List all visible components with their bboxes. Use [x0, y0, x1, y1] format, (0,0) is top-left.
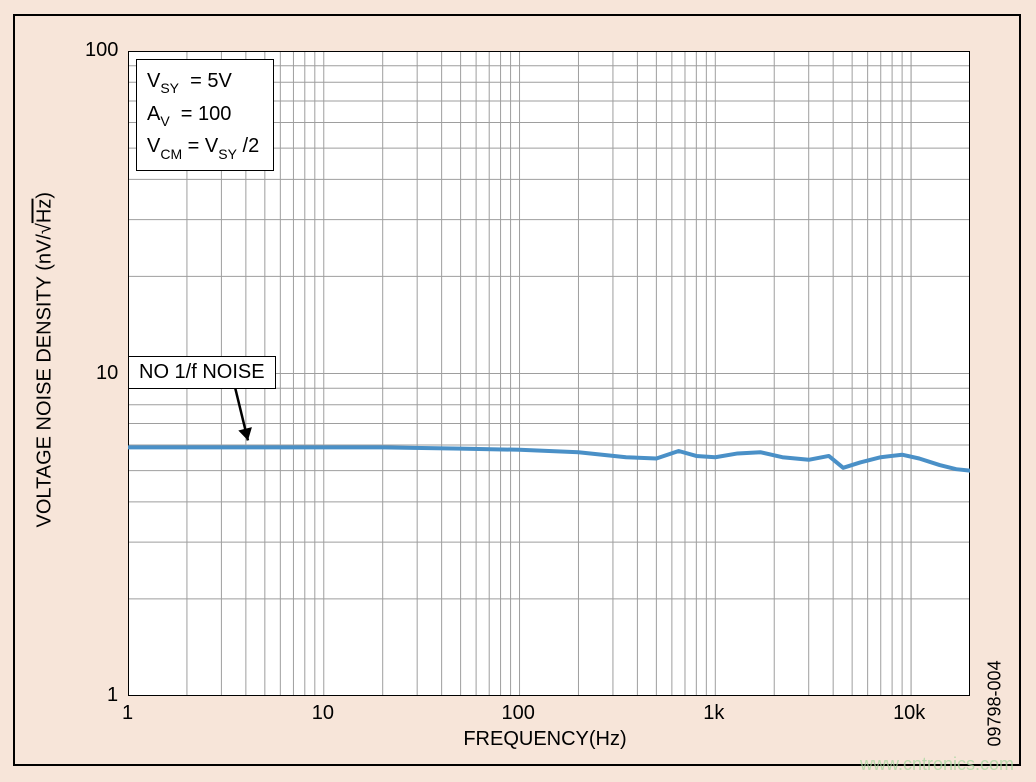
y-tick-label: 1	[107, 684, 118, 707]
x-tick-label: 100	[502, 702, 535, 725]
condition-vcm: VCM = VSY /2	[147, 131, 259, 164]
annotation-label: NO 1/f NOISE	[128, 356, 276, 389]
y-axis-label: VOLTAGE NOISE DENSITY (nV/√Hz)	[34, 208, 57, 528]
watermark: www.cntronics.com	[860, 754, 1014, 775]
condition-vsy: VSY = 5V	[147, 66, 259, 99]
x-axis-label: FREQUENCY(Hz)	[395, 728, 695, 751]
x-tick-label: 1k	[703, 702, 724, 725]
vcm-value: V	[205, 135, 218, 157]
vsy-value: 5V	[207, 70, 231, 92]
x-tick-label: 1	[122, 702, 133, 725]
condition-av: AV = 100	[147, 99, 259, 132]
document-id: 09798-004	[985, 627, 1006, 747]
conditions-box: VSY = 5V AV = 100 VCM = VSY /2	[136, 59, 274, 171]
chart-frame: VOLTAGE NOISE DENSITY (nV/√Hz) FREQUENCY…	[13, 14, 1021, 766]
x-tick-label: 10	[312, 702, 334, 725]
x-tick-label: 10k	[893, 702, 925, 725]
y-tick-label: 10	[96, 362, 118, 385]
av-value: 100	[198, 103, 231, 125]
y-tick-label: 100	[85, 39, 118, 62]
